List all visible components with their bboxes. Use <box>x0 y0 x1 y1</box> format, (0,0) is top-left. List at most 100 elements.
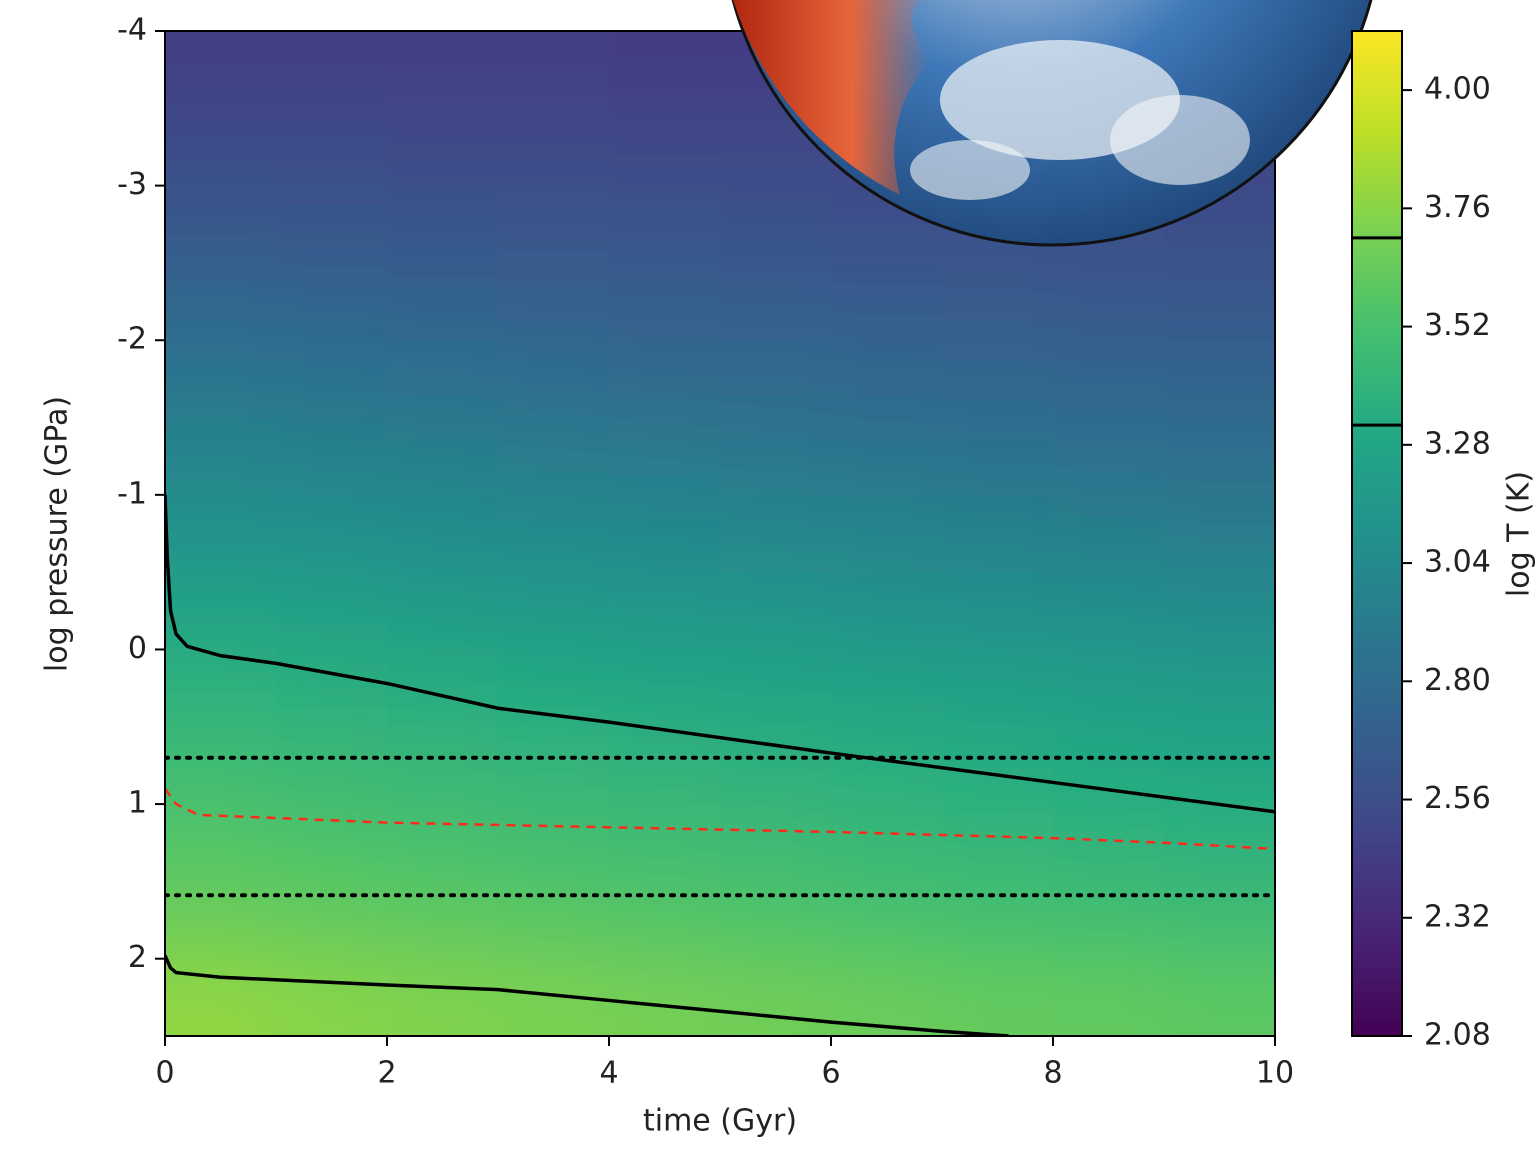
heat-cell <box>276 572 388 651</box>
heat-cell <box>498 417 610 496</box>
heat-cell <box>1053 881 1165 960</box>
heat-cell <box>387 494 499 574</box>
x-tick-label: 2 <box>377 1056 396 1091</box>
heat-cell <box>831 958 943 1036</box>
heat-cell <box>498 31 610 110</box>
heat-cell <box>609 881 721 960</box>
heat-cell <box>276 726 388 806</box>
x-tick-label: 6 <box>821 1056 840 1091</box>
heat-cell <box>1164 958 1275 1036</box>
heat-cell <box>942 881 1054 960</box>
heat-cell <box>609 958 721 1036</box>
x-tick-label: 4 <box>599 1056 618 1091</box>
heat-cell <box>720 881 832 960</box>
heat-cell <box>1164 417 1275 496</box>
y-tick-label: -2 <box>117 322 147 357</box>
heat-cell <box>276 649 388 728</box>
heat-cell <box>1164 726 1275 806</box>
colorbar-label: log T (K) <box>1502 471 1537 597</box>
heat-cell <box>165 958 277 1036</box>
heat-cell <box>942 649 1054 728</box>
heat-cell <box>165 340 277 419</box>
heat-cell <box>387 958 499 1036</box>
heat-cell <box>498 726 610 806</box>
heat-cell <box>942 572 1054 651</box>
heat-cell <box>831 881 943 960</box>
heat-cell <box>609 649 721 728</box>
heat-cell <box>387 108 499 187</box>
heat-cell <box>1053 649 1165 728</box>
heat-cell <box>1164 340 1275 419</box>
colorbar-tick-label: 4.00 <box>1424 72 1491 107</box>
heat-cell <box>387 726 499 806</box>
heat-cell <box>609 572 721 651</box>
y-tick-label: -3 <box>117 167 147 202</box>
series-line <box>165 954 1009 1036</box>
heat-cell <box>720 417 832 496</box>
heat-cell <box>165 572 277 651</box>
lines <box>165 494 1275 1036</box>
heat-cell <box>831 262 943 342</box>
heat-cell <box>1164 572 1275 651</box>
heat-cell <box>720 494 832 574</box>
heat-cell <box>1164 494 1275 574</box>
heat-cell <box>387 185 499 264</box>
colorbar-tick-label: 3.76 <box>1424 190 1491 225</box>
heat-cell <box>720 804 832 883</box>
heat-cell <box>1053 494 1165 574</box>
heat-cell <box>498 494 610 574</box>
heat-cell <box>498 185 610 264</box>
heat-cell <box>720 649 832 728</box>
axes: 0 2 4 6 8 10 -4 -3 -2 -1 0 1 2 <box>117 13 1294 1091</box>
x-tick-label: 10 <box>1256 1056 1294 1091</box>
heat-cell <box>387 804 499 883</box>
planet-illustration <box>731 0 1373 247</box>
colorbar-tick-label: 2.32 <box>1424 899 1491 934</box>
plot-frame <box>164 30 1276 1037</box>
colorbar-tick-label: 3.52 <box>1424 308 1491 343</box>
heat-cell <box>387 572 499 651</box>
series-line <box>165 787 1275 851</box>
heat-cell <box>942 417 1054 496</box>
heat-cell <box>276 108 388 187</box>
heat-cell <box>720 958 832 1036</box>
colorbar-frame <box>1351 30 1403 1037</box>
heat-cell <box>942 804 1054 883</box>
heat-cell <box>165 881 277 960</box>
y-tick-label: 1 <box>128 786 147 821</box>
heat-cell <box>720 262 832 342</box>
heat-cell <box>165 726 277 806</box>
y-tick-label: 0 <box>128 631 147 666</box>
heat-cell <box>276 958 388 1036</box>
heat-cell <box>498 262 610 342</box>
heat-cell <box>609 804 721 883</box>
y-tick-label: 2 <box>128 940 147 975</box>
heat-cell <box>498 340 610 419</box>
heat-cell <box>831 649 943 728</box>
heat-cell <box>720 340 832 419</box>
heat-cell <box>387 881 499 960</box>
x-axis-label: time (Gyr) <box>643 1104 797 1139</box>
heat-cell <box>1053 572 1165 651</box>
heat-cell <box>498 108 610 187</box>
heat-cell <box>831 417 943 496</box>
heat-cell <box>498 958 610 1036</box>
y-tick-label: -1 <box>117 476 147 511</box>
heat-cell <box>387 262 499 342</box>
series-line <box>165 494 1275 814</box>
colorbar-tick-label: 3.04 <box>1424 545 1491 580</box>
heat-cell <box>165 31 277 110</box>
heat-cell <box>942 262 1054 342</box>
colorbar: 2.08 2.32 2.56 2.80 3.04 3.28 3.52 3.76 4.00 <box>1351 30 1491 1053</box>
colorbar-scale <box>1352 31 1402 1036</box>
heat-cell <box>165 417 277 496</box>
colorbar-tick-label: 2.56 <box>1424 781 1491 816</box>
heat-cell <box>609 726 721 806</box>
heat-cell <box>165 494 277 574</box>
heat-cell <box>1053 958 1165 1036</box>
heat-cell <box>276 340 388 419</box>
heat-cell <box>1164 649 1275 728</box>
heat-cell <box>165 262 277 342</box>
heat-cell <box>165 108 277 187</box>
heat-cell <box>609 108 721 187</box>
